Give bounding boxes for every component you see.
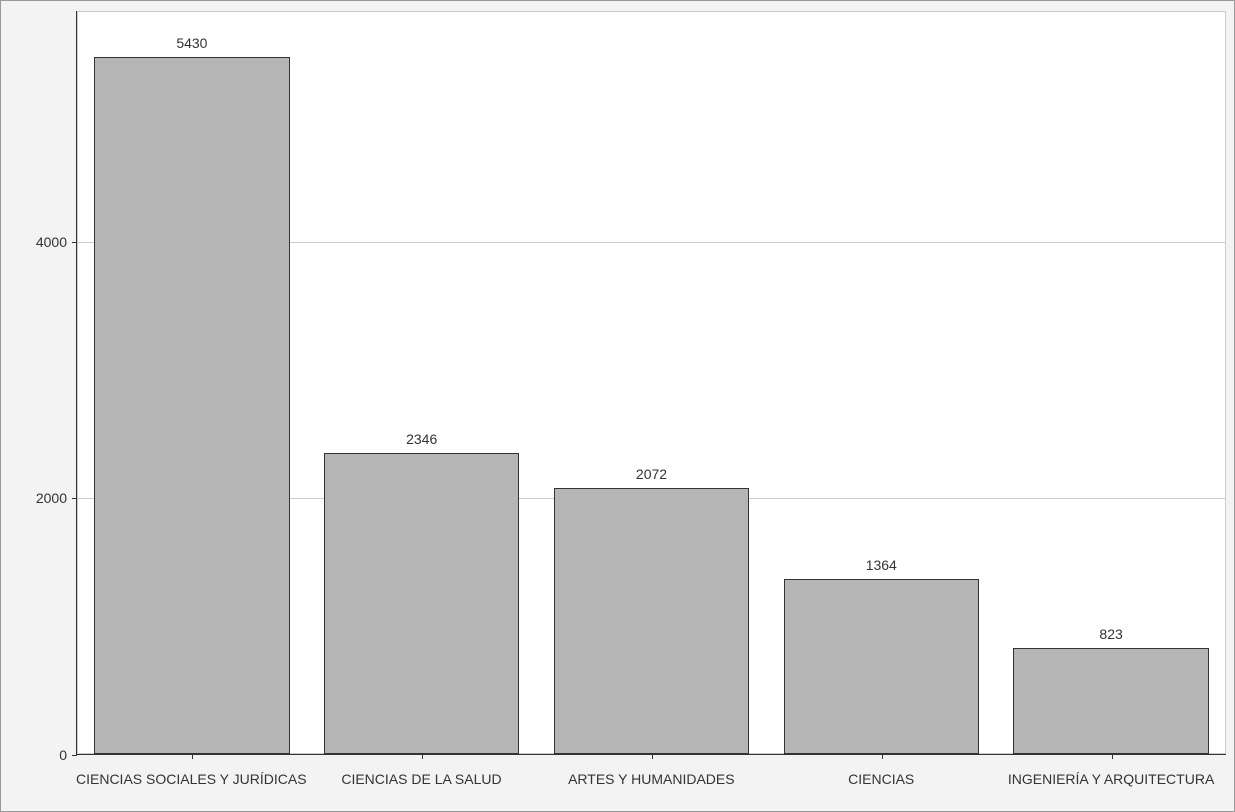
bar-value-label: 2072 <box>636 466 667 482</box>
bar-value-label: 5430 <box>176 35 207 51</box>
y-tick-label: 4000 <box>36 234 67 250</box>
x-tick-mark <box>422 754 423 759</box>
bar <box>94 57 289 754</box>
bar-slot: 2072 <box>537 11 767 754</box>
x-axis-label: CIENCIAS <box>766 771 996 787</box>
x-axis-label: INGENIERÍA Y ARQUITECTURA <box>996 771 1226 787</box>
bar-slot: 1364 <box>766 11 996 754</box>
bar <box>554 488 749 754</box>
x-axis-labels: CIENCIAS SOCIALES Y JURÍDICASCIENCIAS DE… <box>76 771 1226 787</box>
bar <box>1013 648 1208 754</box>
x-tick-mark <box>882 754 883 759</box>
x-tick-mark <box>652 754 653 759</box>
bar-slot: 2346 <box>307 11 537 754</box>
bar-slot: 5430 <box>77 11 307 754</box>
bar-value-label: 823 <box>1099 626 1122 642</box>
bar-value-label: 1364 <box>866 557 897 573</box>
y-tick-label: 2000 <box>36 490 67 506</box>
bar <box>324 453 519 754</box>
bars-container: 5430 2346 2072 1364 823 <box>77 11 1226 754</box>
x-tick-mark <box>1112 754 1113 759</box>
bar-chart: 0 2000 4000 5430 2346 2072 1364 823 CIENCIAS S… <box>0 0 1235 812</box>
bar <box>784 579 979 754</box>
x-tick-mark <box>192 754 193 759</box>
bar-value-label: 2346 <box>406 431 437 447</box>
bar-slot: 823 <box>996 11 1226 754</box>
x-axis-label: CIENCIAS SOCIALES Y JURÍDICAS <box>76 771 307 787</box>
x-axis-label: CIENCIAS DE LA SALUD <box>307 771 537 787</box>
plot-area: 020004000 5430234620721364823 <box>76 11 1226 755</box>
y-tick-mark <box>72 755 77 756</box>
y-tick-label: 0 <box>59 747 67 763</box>
x-axis-label: ARTES Y HUMANIDADES <box>536 771 766 787</box>
